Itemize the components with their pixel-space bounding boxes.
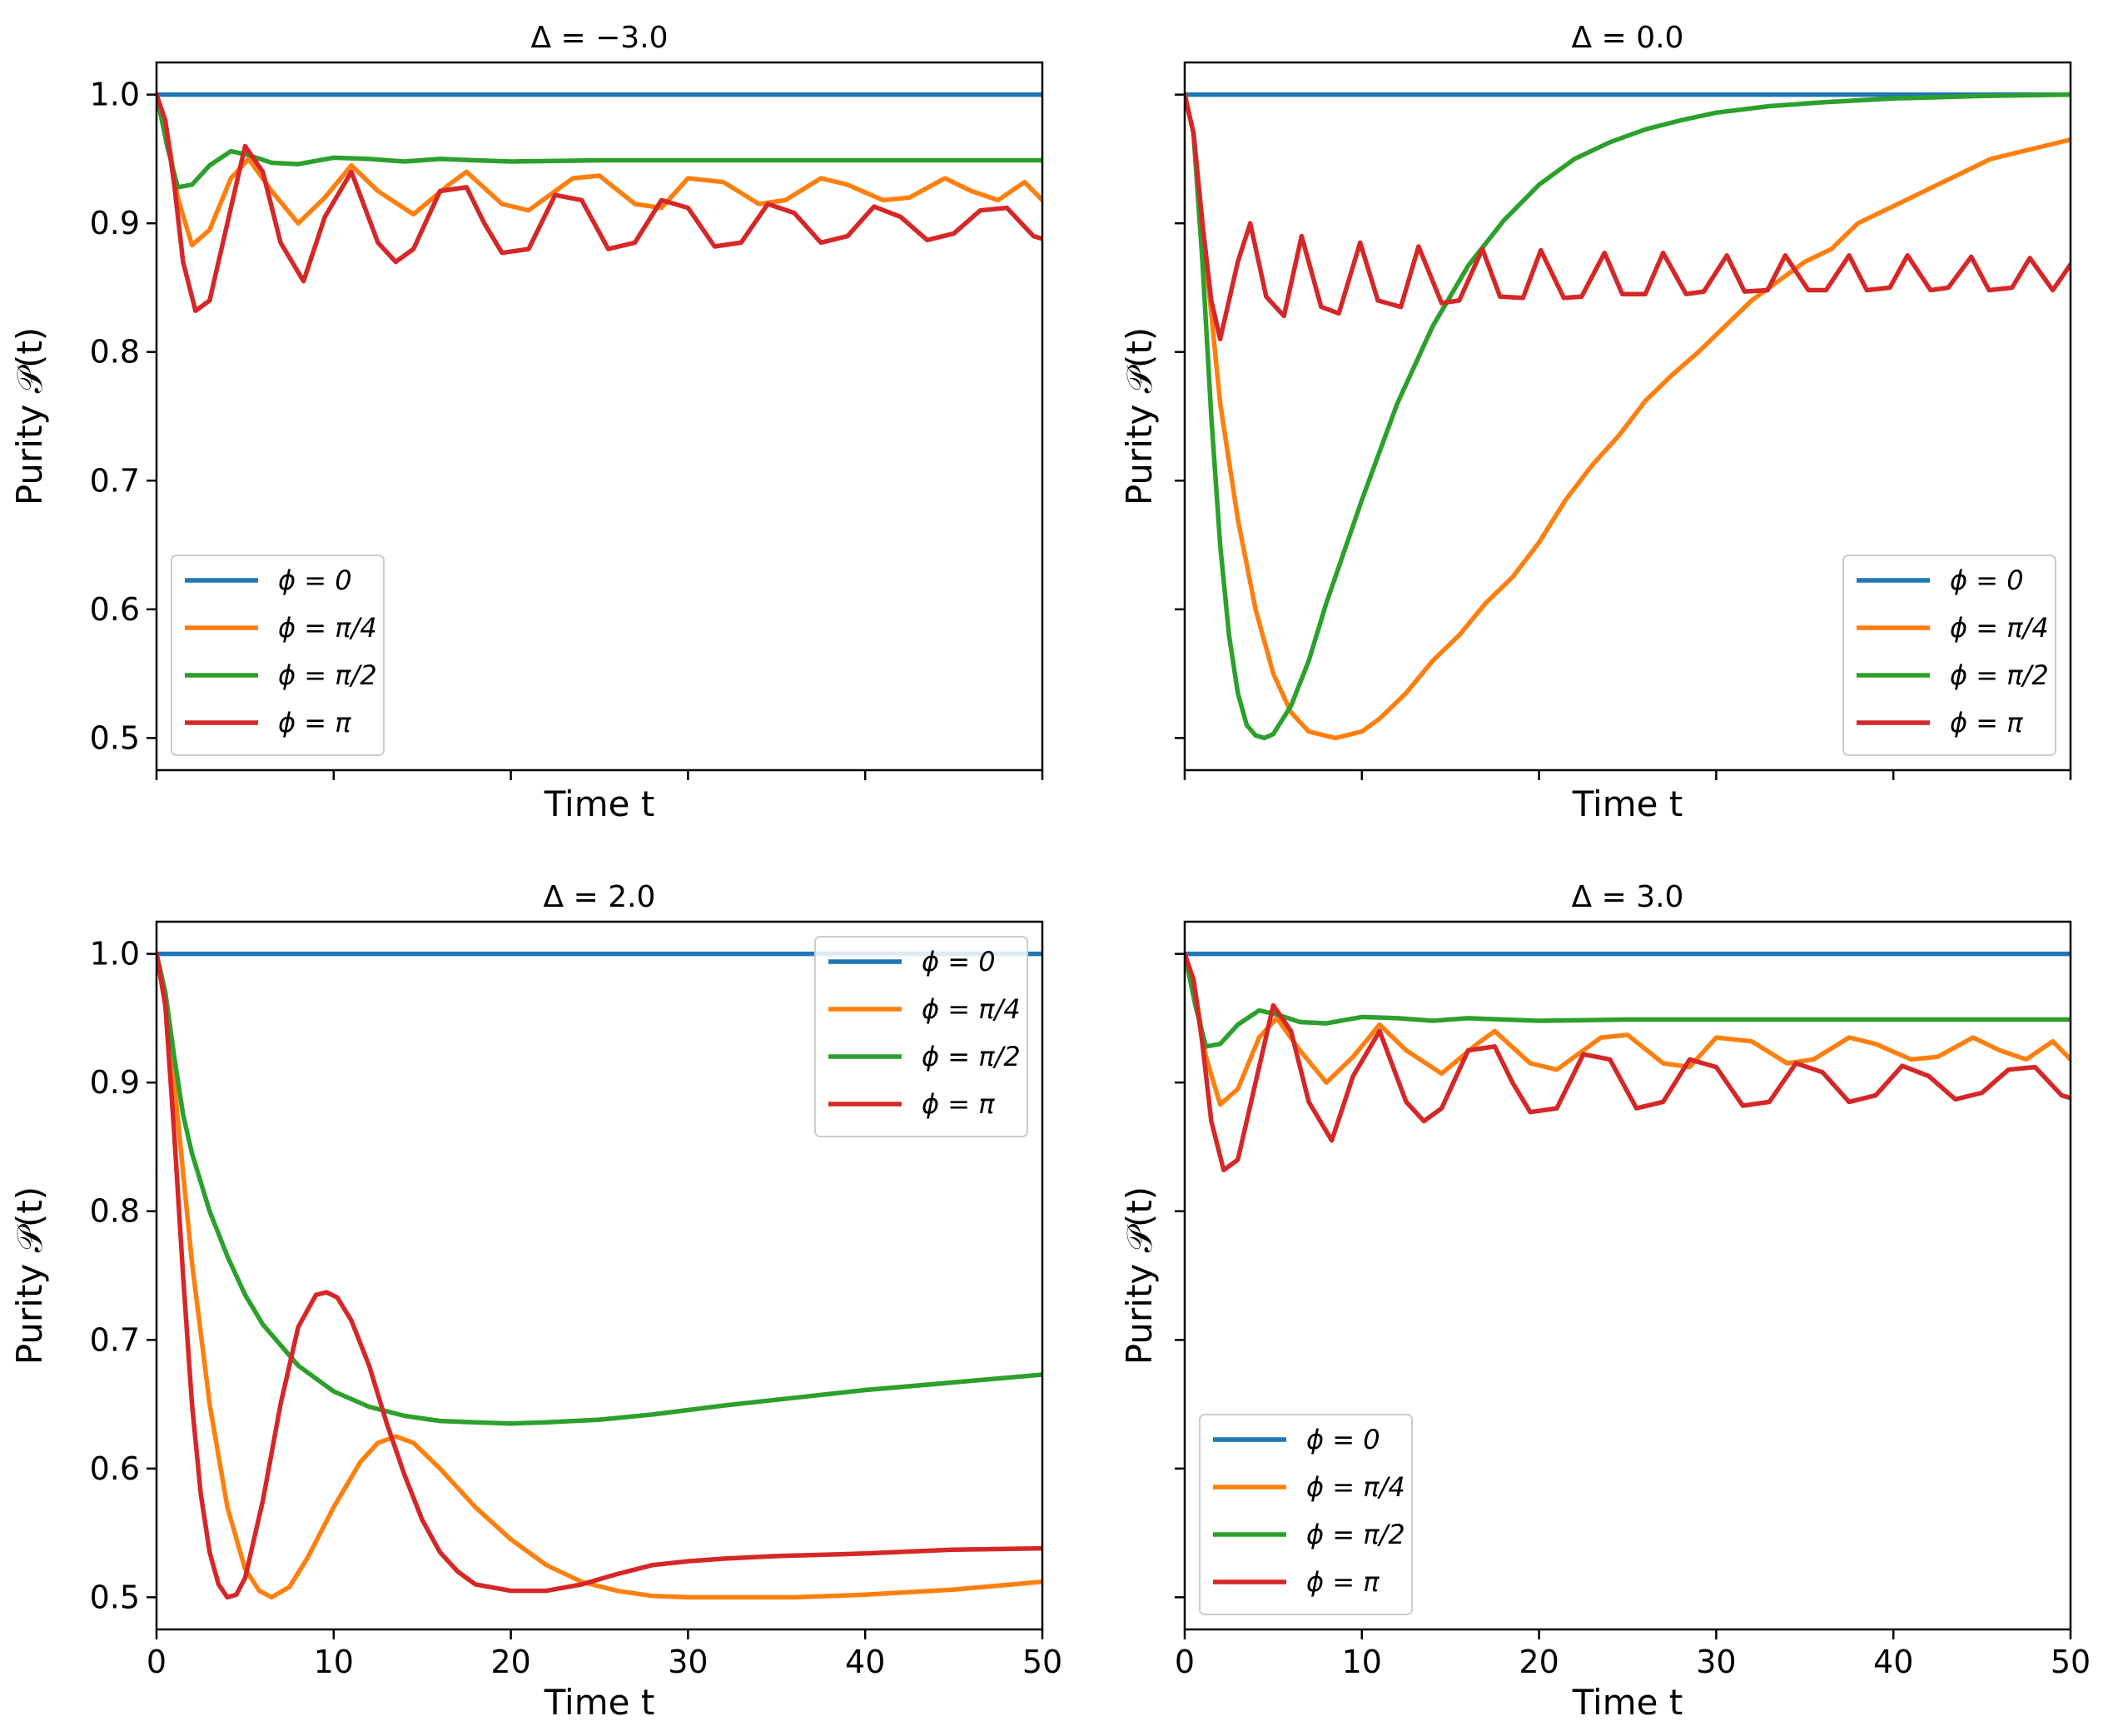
series-line-1	[157, 951, 1042, 1600]
y-tick-label: 0.8	[90, 1193, 140, 1230]
x-tick-label: 40	[845, 1644, 885, 1680]
legend-label: ϕ = 0	[1306, 1424, 1380, 1455]
legend: ϕ = 0 ϕ = π/4 ϕ = π/2 ϕ = π	[171, 555, 385, 756]
series-line-2	[1185, 951, 2071, 1049]
axes-frame	[1183, 920, 2072, 1631]
legend-label: ϕ = π/2	[1306, 1519, 1405, 1550]
series-line-3	[1185, 92, 2071, 342]
x-axis-label: Time t	[1572, 783, 1683, 824]
subplot-title: Δ = 3.0	[1572, 880, 1684, 914]
subplot-title: Δ = 2.0	[544, 880, 656, 914]
y-tick-label: 0.5	[90, 1579, 140, 1615]
y-tick-label: 0.8	[90, 334, 140, 371]
legend-label: ϕ = π	[922, 1088, 995, 1120]
legend-label: ϕ = π/4	[1306, 1471, 1405, 1503]
x-tick-label: 0	[147, 1644, 167, 1680]
subplot-0: 0.5 0.6 0.7 0.8 0.9 1.0 Δ = −3.0 Time t Purity 𝒫…	[9, 21, 1044, 824]
y-axis-label: Purity 𝒫(t)	[9, 1186, 50, 1365]
legend-label: ϕ = π	[1306, 1566, 1380, 1598]
y-tick-label: 0.7	[90, 1321, 140, 1358]
x-axis-label: Time t	[544, 783, 655, 824]
legend-label: ϕ = 0	[278, 565, 352, 596]
legend-label: ϕ = π/2	[278, 659, 377, 691]
x-axis-label: Time t	[1572, 1682, 1683, 1723]
x-tick-label: 50	[1022, 1644, 1062, 1680]
legend-label: ϕ = π	[1950, 707, 2023, 739]
legend-box	[1199, 1414, 1413, 1615]
y-tick-label: 0.6	[90, 1450, 140, 1487]
legend-label: ϕ = π/4	[278, 612, 377, 644]
x-tick-label: 0	[1175, 1644, 1195, 1680]
subplot-title: Δ = −3.0	[530, 21, 668, 55]
legend-label: ϕ = π/2	[922, 1041, 1021, 1072]
x-tick-label: 10	[1342, 1644, 1382, 1680]
series-line-2	[157, 951, 1042, 1426]
y-tick-label: 1.0	[90, 936, 140, 972]
series-line-1	[1185, 92, 2071, 741]
axes-frame	[155, 920, 1044, 1631]
legend-box	[814, 936, 1028, 1137]
axes-frame	[155, 61, 1044, 772]
y-axis-label: Purity 𝒫(t)	[1119, 327, 1160, 505]
y-tick-label: 0.5	[90, 719, 140, 756]
series-line-3	[157, 951, 1042, 1600]
y-tick-label: 0.7	[90, 462, 140, 499]
legend-box	[171, 555, 385, 756]
legend: ϕ = 0 ϕ = π/4 ϕ = π/2 ϕ = π	[1199, 1414, 1413, 1615]
legend-label: ϕ = 0	[922, 946, 996, 977]
subplot-3: 0 10 20 30 40 50 Δ = 3.0 Time t Purity 𝒫(t) ϕ = 0…	[1119, 880, 2091, 1723]
y-tick-label: 0.9	[90, 1064, 140, 1101]
legend-label: ϕ = π	[278, 707, 351, 739]
legend-label: ϕ = 0	[1950, 565, 2024, 596]
subplot-title: Δ = 0.0	[1572, 21, 1684, 55]
legend: ϕ = 0 ϕ = π/4 ϕ = π/2 ϕ = π	[1842, 555, 2056, 756]
legend: ϕ = 0 ϕ = π/4 ϕ = π/2 ϕ = π	[814, 936, 1028, 1137]
y-axis-label: Purity 𝒫(t)	[1119, 1186, 1160, 1365]
legend-label: ϕ = π/2	[1950, 659, 2049, 691]
subplot-2: 0 10 20 30 40 50 0.5 0.6 0.7 0.8 0.9 1.0 Δ = 2.0 Time…	[9, 880, 1062, 1723]
x-tick-label: 20	[490, 1644, 530, 1680]
x-tick-label: 50	[2051, 1644, 2091, 1680]
x-axis-label: Time t	[544, 1682, 655, 1723]
x-tick-label: 30	[668, 1644, 708, 1680]
legend-box	[1842, 555, 2056, 756]
series-line-2	[157, 92, 1042, 190]
series-line-3	[157, 92, 1042, 314]
y-tick-label: 0.6	[90, 591, 140, 628]
x-tick-label: 10	[314, 1644, 354, 1680]
legend-label: ϕ = π/4	[1950, 612, 2049, 644]
x-tick-label: 20	[1519, 1644, 1559, 1680]
x-tick-label: 40	[1873, 1644, 1913, 1680]
y-tick-label: 1.0	[90, 77, 140, 113]
x-tick-label: 30	[1696, 1644, 1736, 1680]
axes-frame	[1183, 61, 2072, 772]
series-line-2	[1185, 92, 2071, 741]
series-line-3	[1185, 951, 2071, 1173]
y-axis-label: Purity 𝒫(t)	[9, 327, 50, 505]
legend-label: ϕ = π/4	[922, 993, 1021, 1025]
y-tick-label: 0.9	[90, 205, 140, 241]
